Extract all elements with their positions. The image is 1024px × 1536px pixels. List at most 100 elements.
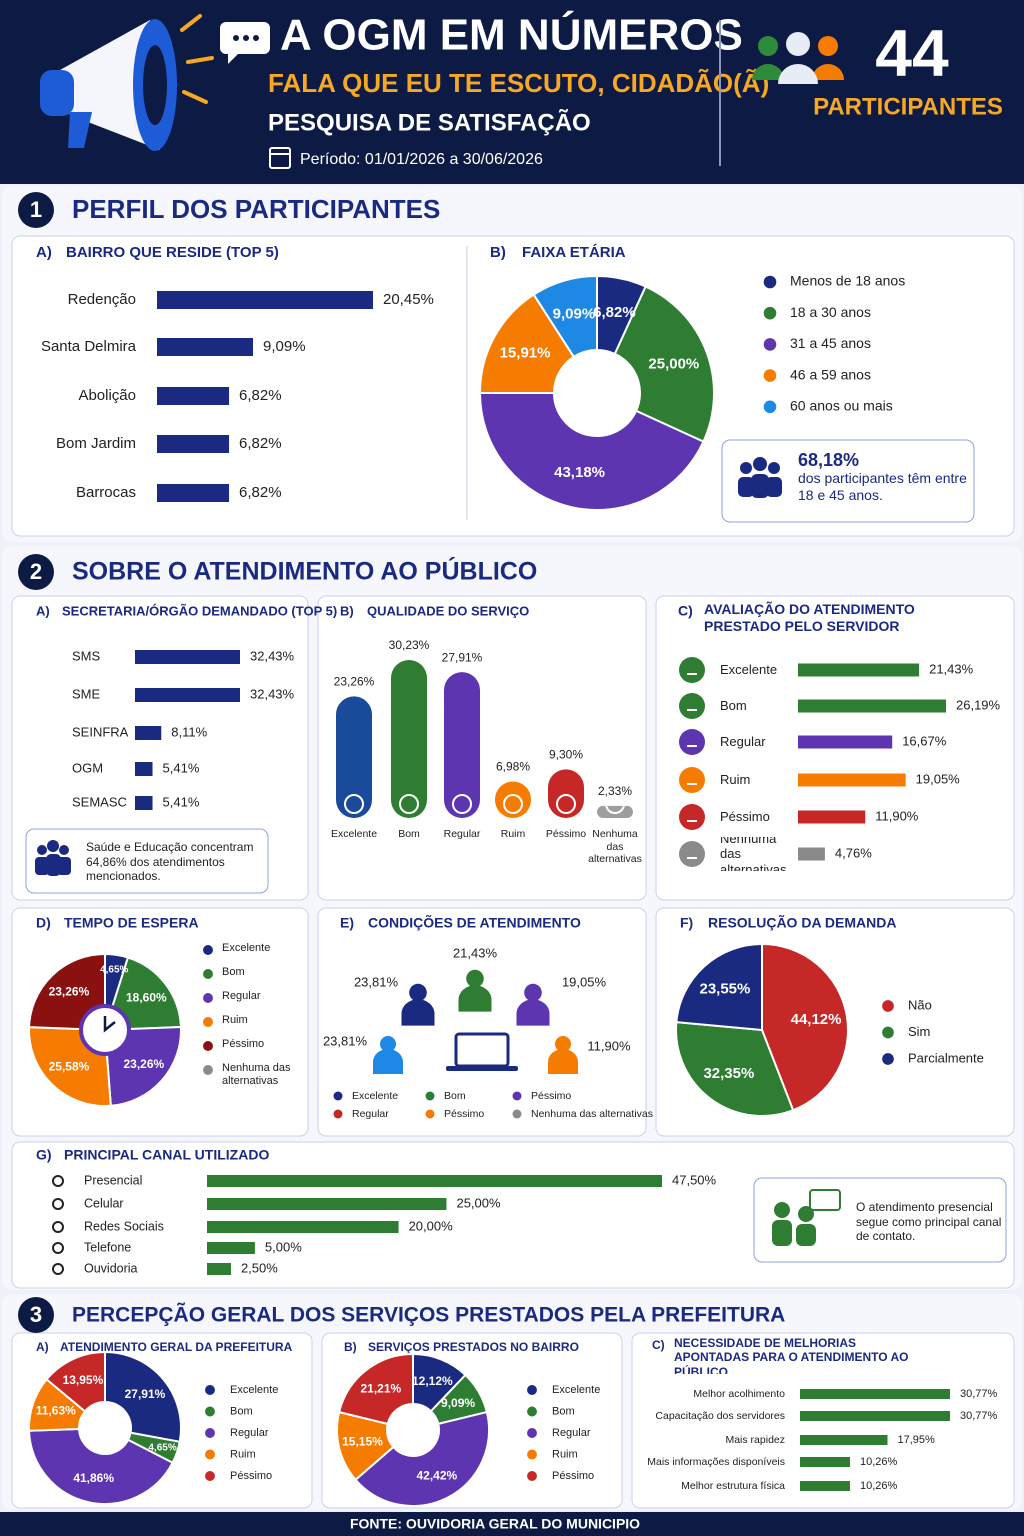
legend-swatch (333, 1109, 343, 1119)
legend-label: Parcialmente (908, 1050, 984, 1065)
bar-icon (344, 794, 364, 814)
person-head (555, 1036, 571, 1052)
page-subtitle: FALA QUE EU TE ESCUTO, CIDADÃO(Ã) (268, 68, 769, 98)
bar-icon (503, 794, 523, 814)
value-label: 10,26% (860, 1456, 898, 1468)
person-body (516, 999, 550, 1026)
category-label: Excelente (720, 662, 778, 678)
value-label: 11,90% (875, 808, 919, 823)
callout-text: O atendimento presencial segue como prin… (856, 1200, 1002, 1244)
person-figure (548, 1036, 578, 1074)
category-label: Bom Jardim (56, 435, 136, 452)
slice-label: 25,58% (49, 1060, 90, 1074)
value-label: 30,77% (960, 1410, 998, 1422)
category-label: Péssimo (545, 828, 587, 840)
text-box: Ruim (501, 828, 526, 840)
callout-box (721, 439, 975, 523)
bar (798, 699, 946, 713)
slice-label: 4,65% (148, 1442, 176, 1453)
bar (444, 672, 480, 818)
person-head (409, 983, 427, 1002)
bar (391, 660, 427, 818)
category-label: Telefone (84, 1240, 131, 1254)
text-box: Ruim (720, 772, 750, 787)
bar (798, 810, 866, 824)
pie-slice (613, 285, 715, 443)
card (317, 907, 647, 1137)
participants-icon (752, 32, 844, 84)
bar (336, 696, 372, 818)
legend-label: 60 anos ou mais (790, 398, 893, 414)
pie-slice (675, 942, 763, 1032)
category-label: Nenhuma das alternativas (588, 828, 642, 866)
category-label: Regular (720, 734, 766, 750)
bar-icon (399, 794, 419, 814)
legend-swatch (425, 1091, 435, 1101)
category-label: Excelente (330, 828, 378, 840)
value-label: 47,50% (672, 1172, 717, 1187)
legend-swatch (205, 1449, 215, 1460)
legend-swatch (203, 969, 213, 979)
text-box: Nenhuma das alternativas (222, 1062, 291, 1087)
legend-swatch (203, 993, 213, 1003)
category-label: Nenhuma das alternativas (720, 837, 787, 871)
chart-label: G) (36, 1147, 52, 1163)
chart-title: SECRETARIA/ÓRGÃO DEMANDADO (TOP 5) (62, 603, 337, 618)
legend-label: Regular (230, 1427, 269, 1439)
legend-label: Péssimo (230, 1470, 272, 1482)
bar (207, 1221, 399, 1233)
category-label: Santa Delmira (41, 338, 137, 355)
bar-icon (556, 794, 576, 814)
chart-title: ATENDIMENTO GERAL DA PREFEITURA (60, 1340, 293, 1354)
legend-swatch (205, 1428, 215, 1438)
legend-label: Excelente (552, 1384, 600, 1396)
section-badge (18, 554, 54, 590)
legend-label: 18 a 30 anos (790, 304, 871, 320)
value-label: 27,91% (442, 650, 483, 664)
slice-label: 21,21% (361, 1381, 402, 1395)
legend-label: Regular (222, 990, 261, 1002)
legend-swatch (882, 1053, 894, 1065)
text-box: AVALIAÇÃO DO ATENDIMENTO PRESTADO PELO S… (704, 601, 915, 634)
value-label: 32,43% (250, 686, 295, 701)
bar (135, 796, 153, 810)
person-body (401, 999, 435, 1026)
value-label: 23,81% (323, 1033, 368, 1048)
legend-label: Excelente (352, 1090, 398, 1102)
bar (548, 769, 584, 818)
person-body (548, 1049, 578, 1074)
legend-swatch (203, 1041, 213, 1051)
bar (800, 1435, 888, 1445)
section-title: SOBRE O ATENDIMENTO AO PÚBLICO (72, 556, 537, 586)
bar (597, 805, 633, 818)
pie-slice (28, 952, 106, 1032)
value-label: 23,26% (334, 675, 375, 689)
text-box: dos participantes têm entre 18 e 45 anos… (798, 470, 967, 503)
period: Período: 01/01/2026 a 30/06/2026 (300, 151, 543, 168)
callout-text: Saúde e Educação concentram 64,86% dos a… (86, 840, 254, 884)
legend-label: Regular (552, 1427, 591, 1439)
chart-label: B) (340, 603, 354, 618)
slice-label: 11,63% (36, 1403, 76, 1417)
category-label: SEINFRA (72, 724, 129, 739)
person-head (466, 969, 484, 988)
text-box: Excelente (330, 828, 378, 840)
bar (135, 726, 162, 740)
legend-swatch (527, 1449, 537, 1460)
face-icon (679, 841, 705, 867)
slice-label: 9,09% (553, 305, 596, 322)
slice-label: 41,86% (73, 1471, 114, 1485)
value-label: 6,82% (239, 435, 282, 452)
text-box: Regular (720, 734, 766, 750)
legend-swatch (205, 1406, 215, 1417)
slice-label: 15,91% (500, 345, 551, 362)
value-label: 20,45% (383, 291, 434, 308)
value-label: 11,90% (587, 1038, 631, 1053)
legend-swatch (763, 275, 777, 289)
text-box: Bom (398, 828, 420, 840)
legend-swatch (205, 1471, 215, 1481)
bar (800, 1411, 950, 1421)
legend-label: Bom (230, 1405, 253, 1417)
bar (157, 387, 230, 405)
